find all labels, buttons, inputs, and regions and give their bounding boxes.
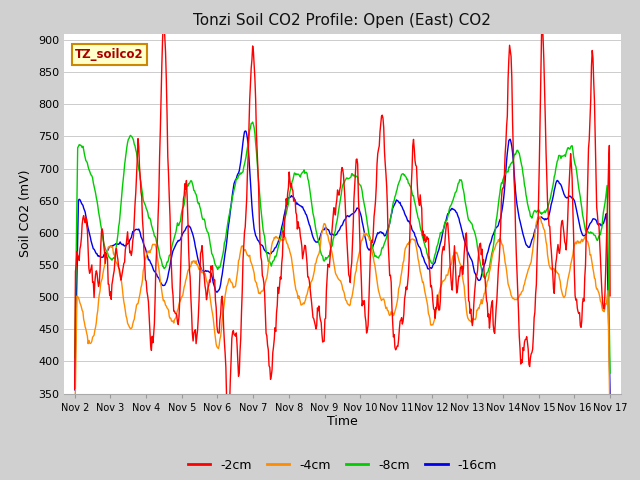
Y-axis label: Soil CO2 (mV): Soil CO2 (mV) — [19, 170, 33, 257]
X-axis label: Time: Time — [327, 415, 358, 429]
Legend: -2cm, -4cm, -8cm, -16cm: -2cm, -4cm, -8cm, -16cm — [183, 454, 502, 477]
Text: TZ_soilco2: TZ_soilco2 — [75, 48, 144, 61]
Title: Tonzi Soil CO2 Profile: Open (East) CO2: Tonzi Soil CO2 Profile: Open (East) CO2 — [193, 13, 492, 28]
